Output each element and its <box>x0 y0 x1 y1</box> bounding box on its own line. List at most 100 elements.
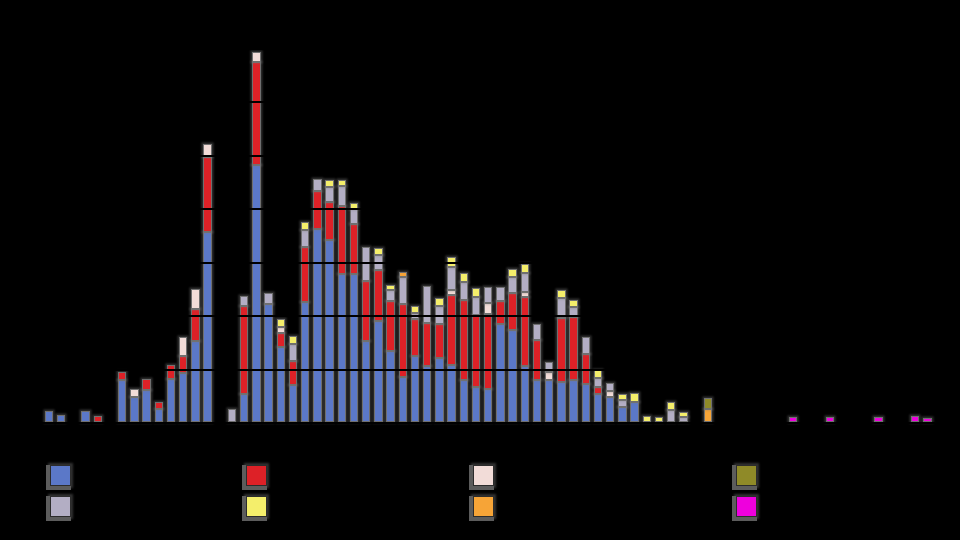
bar-segment-lavender <box>337 186 346 207</box>
bar-segment-red <box>313 191 322 230</box>
bar-segment-red <box>276 332 285 348</box>
bar-segment-blue <box>118 380 127 422</box>
y-gridline <box>36 154 935 157</box>
bar-segment-red <box>337 206 346 275</box>
bar-segment-lavender <box>386 289 395 302</box>
bar-segment-lavender <box>398 277 407 304</box>
bar-segment-blue <box>166 378 176 422</box>
bar-segment-yellow <box>679 412 688 418</box>
bar-segment-yellow <box>459 273 468 282</box>
bar-segment-blue <box>252 165 261 422</box>
bar-segment-magenta <box>911 415 920 422</box>
bar-segment-lavender <box>240 295 249 307</box>
bar-segment-yellow <box>569 299 578 308</box>
bar-segment-pink <box>520 292 529 298</box>
bar-segment-blue <box>618 407 627 422</box>
bar-segment-blue <box>362 340 371 422</box>
y-gridline <box>36 47 935 50</box>
bar-segment-red <box>301 247 310 303</box>
bar-segment-pink <box>447 290 456 296</box>
bar-segment-red <box>471 315 481 387</box>
bar-segment-pink <box>606 390 615 397</box>
bar-segment-pink <box>130 388 139 397</box>
bar-segment-red <box>410 318 420 356</box>
bar-segment-red <box>374 269 383 322</box>
bar-segment-lavender <box>532 323 542 341</box>
bar-segment-yellow <box>435 297 444 306</box>
bar-segment-blue <box>398 377 407 422</box>
bar-segment-lavender <box>313 179 322 192</box>
bar-segment-blue <box>520 366 529 422</box>
bar-segment-yellow <box>386 284 395 290</box>
bar-segment-yellow <box>667 401 676 411</box>
y-gridline <box>36 261 935 264</box>
bar-segment-yellow <box>557 289 566 298</box>
bar-segment-red <box>386 301 395 352</box>
bar-segment-red <box>179 355 188 373</box>
bar-segment-lavender <box>520 272 529 293</box>
bar-segment-magenta <box>789 417 798 422</box>
bar-segment-red <box>349 224 359 275</box>
bar-segment-blue <box>508 329 517 422</box>
y-gridline <box>36 101 935 103</box>
bar-segment-red <box>484 314 493 389</box>
bar-segment-pink <box>252 52 261 63</box>
bar-segment-lavender <box>557 297 566 318</box>
bar-segment-blue <box>630 402 639 422</box>
bar-segment-blue <box>581 383 590 422</box>
bar-segment-yellow <box>520 264 529 273</box>
bar-segment-yellow <box>630 393 639 403</box>
bar-segment-yellow <box>508 268 517 278</box>
bar-segment-lavender <box>667 410 676 422</box>
bar-segment-blue <box>532 380 542 422</box>
legend-swatch-magenta <box>736 496 757 517</box>
bar-segment-red <box>240 306 249 395</box>
bar-segment-olive <box>703 397 712 410</box>
bar-segment-lavender <box>618 400 627 407</box>
bar-segment-blue <box>240 394 249 422</box>
legend-swatch-blue <box>50 465 71 486</box>
bar-segment-red <box>520 297 529 367</box>
bar-segment-blue <box>288 384 298 422</box>
bar-segment-blue <box>276 347 285 422</box>
bar-segment-magenta <box>825 417 834 422</box>
bar-segment-lavender <box>679 417 688 422</box>
bar-segment-lavender <box>435 305 444 324</box>
bar-segment-red <box>325 201 334 241</box>
bar-segment-blue <box>374 321 383 422</box>
bar-segment-orange <box>398 272 407 278</box>
bar-segment-pink <box>191 288 200 309</box>
bar-segment-blue <box>423 366 432 422</box>
bar-segment-red <box>362 280 371 341</box>
bar-segment-lavender <box>508 277 517 294</box>
bar-segment-lavender <box>362 247 371 281</box>
bar-segment-yellow <box>276 319 285 327</box>
y-gridline <box>36 208 935 210</box>
bar-segment-lavender <box>545 361 554 372</box>
bar-segment-lavender <box>325 186 334 202</box>
bar-segment-blue <box>545 379 554 422</box>
bar-segment-blue <box>179 372 188 422</box>
bar-segment-lavender <box>227 409 237 422</box>
bar-segment-blue <box>154 408 163 422</box>
bar-segment-red <box>569 317 578 381</box>
bar-segment-blue <box>471 386 481 422</box>
bar-segment-blue <box>44 411 54 422</box>
bar-segment-magenta <box>923 417 932 422</box>
plot-area <box>36 47 935 422</box>
bar-segment-blue <box>337 274 346 422</box>
bar-segment-red <box>398 303 407 378</box>
bar-segment-blue <box>435 357 444 422</box>
bar-segment-blue <box>593 394 603 422</box>
bar-segment-yellow <box>593 370 603 378</box>
y-gridline <box>36 368 935 371</box>
bar-segment-blue <box>325 240 334 422</box>
bar-segment-lavender <box>484 286 493 303</box>
bar-segment-lavender <box>471 296 481 316</box>
bar-segment-red <box>435 323 444 358</box>
bar-segment-pink <box>484 303 493 315</box>
bar-segment-blue <box>569 380 578 422</box>
bar-segment-red <box>496 300 505 324</box>
bar-segment-yellow <box>325 180 334 187</box>
y-gridline <box>36 315 935 317</box>
